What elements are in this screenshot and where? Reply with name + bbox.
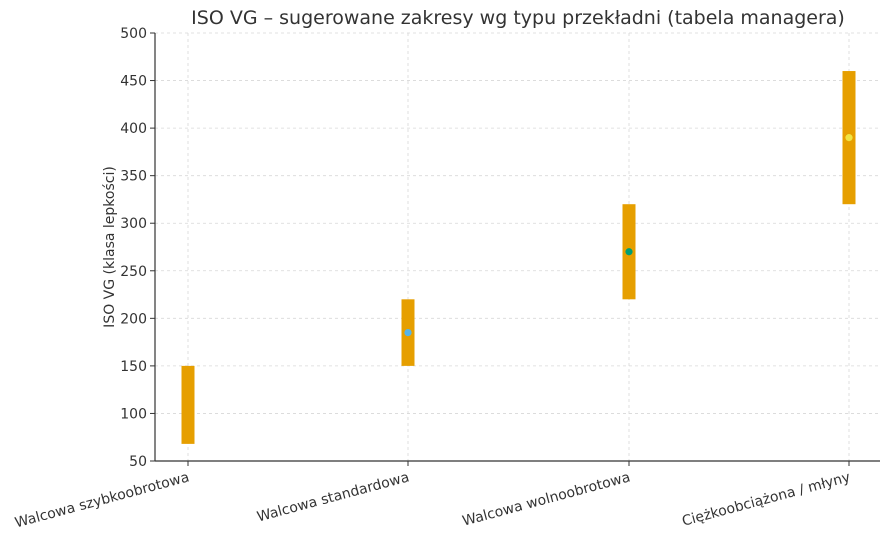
tick-labels: 50 100 150 200 250 300 350 400 450 500 Walcowa szy… [13,26,852,531]
range-bar [181,365,195,444]
y-tick-label: 400 [120,121,147,137]
grid-lines [155,32,880,462]
y-tick-label: 250 [120,264,147,280]
y-axis-label: ISO VG (klasa lepkości) [102,166,118,328]
range-marker [404,329,412,337]
x-tick-label: Walcowa standardowa [255,469,411,525]
x-tick-label: Walcowa wolnoobrotowa [461,469,632,529]
axes [150,32,880,466]
chart-title: ISO VG – sugerowane zakresy wg typu prze… [191,7,845,29]
y-tick-label: 100 [120,406,147,422]
y-tick-label: 50 [129,454,147,470]
y-tick-label: 350 [120,169,147,185]
y-tick-label: 150 [120,359,147,375]
y-tick-label: 450 [120,74,147,90]
x-tick-label: Ciężkoobciążona / młyny [680,469,852,529]
range-marker [625,248,633,256]
range-bars [181,71,856,444]
range-marker [845,134,853,142]
y-tick-label: 300 [120,216,147,232]
y-tick-label: 200 [120,311,147,327]
y-tick-label: 500 [120,26,147,42]
x-tick-label: Walcowa szybkoobrotowa [13,469,191,531]
